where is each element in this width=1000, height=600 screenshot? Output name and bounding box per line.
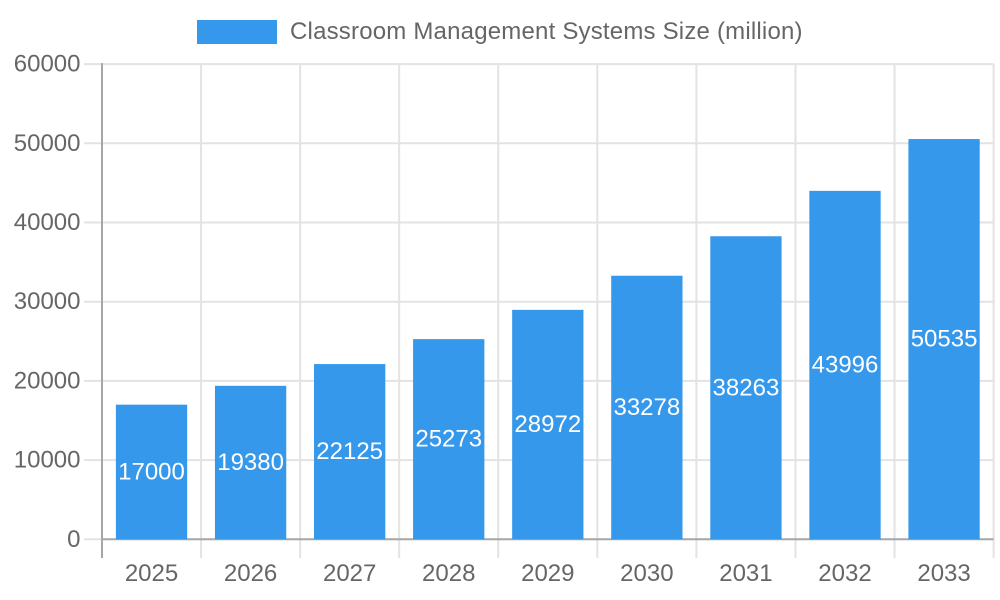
svg-text:28972: 28972	[514, 411, 581, 438]
svg-text:38263: 38263	[713, 374, 780, 401]
svg-text:33278: 33278	[613, 394, 680, 421]
svg-text:Classroom Management Systems S: Classroom Management Systems Size (milli…	[290, 18, 803, 45]
svg-text:2026: 2026	[224, 560, 277, 587]
svg-text:2028: 2028	[422, 560, 475, 587]
svg-text:50535: 50535	[911, 326, 978, 353]
svg-text:20000: 20000	[14, 367, 81, 394]
svg-text:2031: 2031	[719, 560, 772, 587]
svg-text:40000: 40000	[14, 209, 81, 236]
svg-text:2033: 2033	[917, 560, 970, 587]
svg-text:25273: 25273	[415, 426, 482, 453]
svg-text:2025: 2025	[125, 560, 178, 587]
svg-text:10000: 10000	[14, 447, 81, 474]
svg-text:43996: 43996	[812, 352, 879, 379]
svg-text:2030: 2030	[620, 560, 673, 587]
svg-text:2027: 2027	[323, 560, 376, 587]
svg-text:30000: 30000	[14, 288, 81, 315]
svg-text:2029: 2029	[521, 560, 574, 587]
svg-text:2032: 2032	[818, 560, 871, 587]
svg-text:0: 0	[67, 526, 80, 553]
svg-text:22125: 22125	[316, 438, 383, 465]
svg-text:60000: 60000	[14, 51, 81, 78]
svg-text:19380: 19380	[217, 449, 284, 476]
svg-text:17000: 17000	[118, 458, 185, 485]
svg-text:50000: 50000	[14, 130, 81, 157]
